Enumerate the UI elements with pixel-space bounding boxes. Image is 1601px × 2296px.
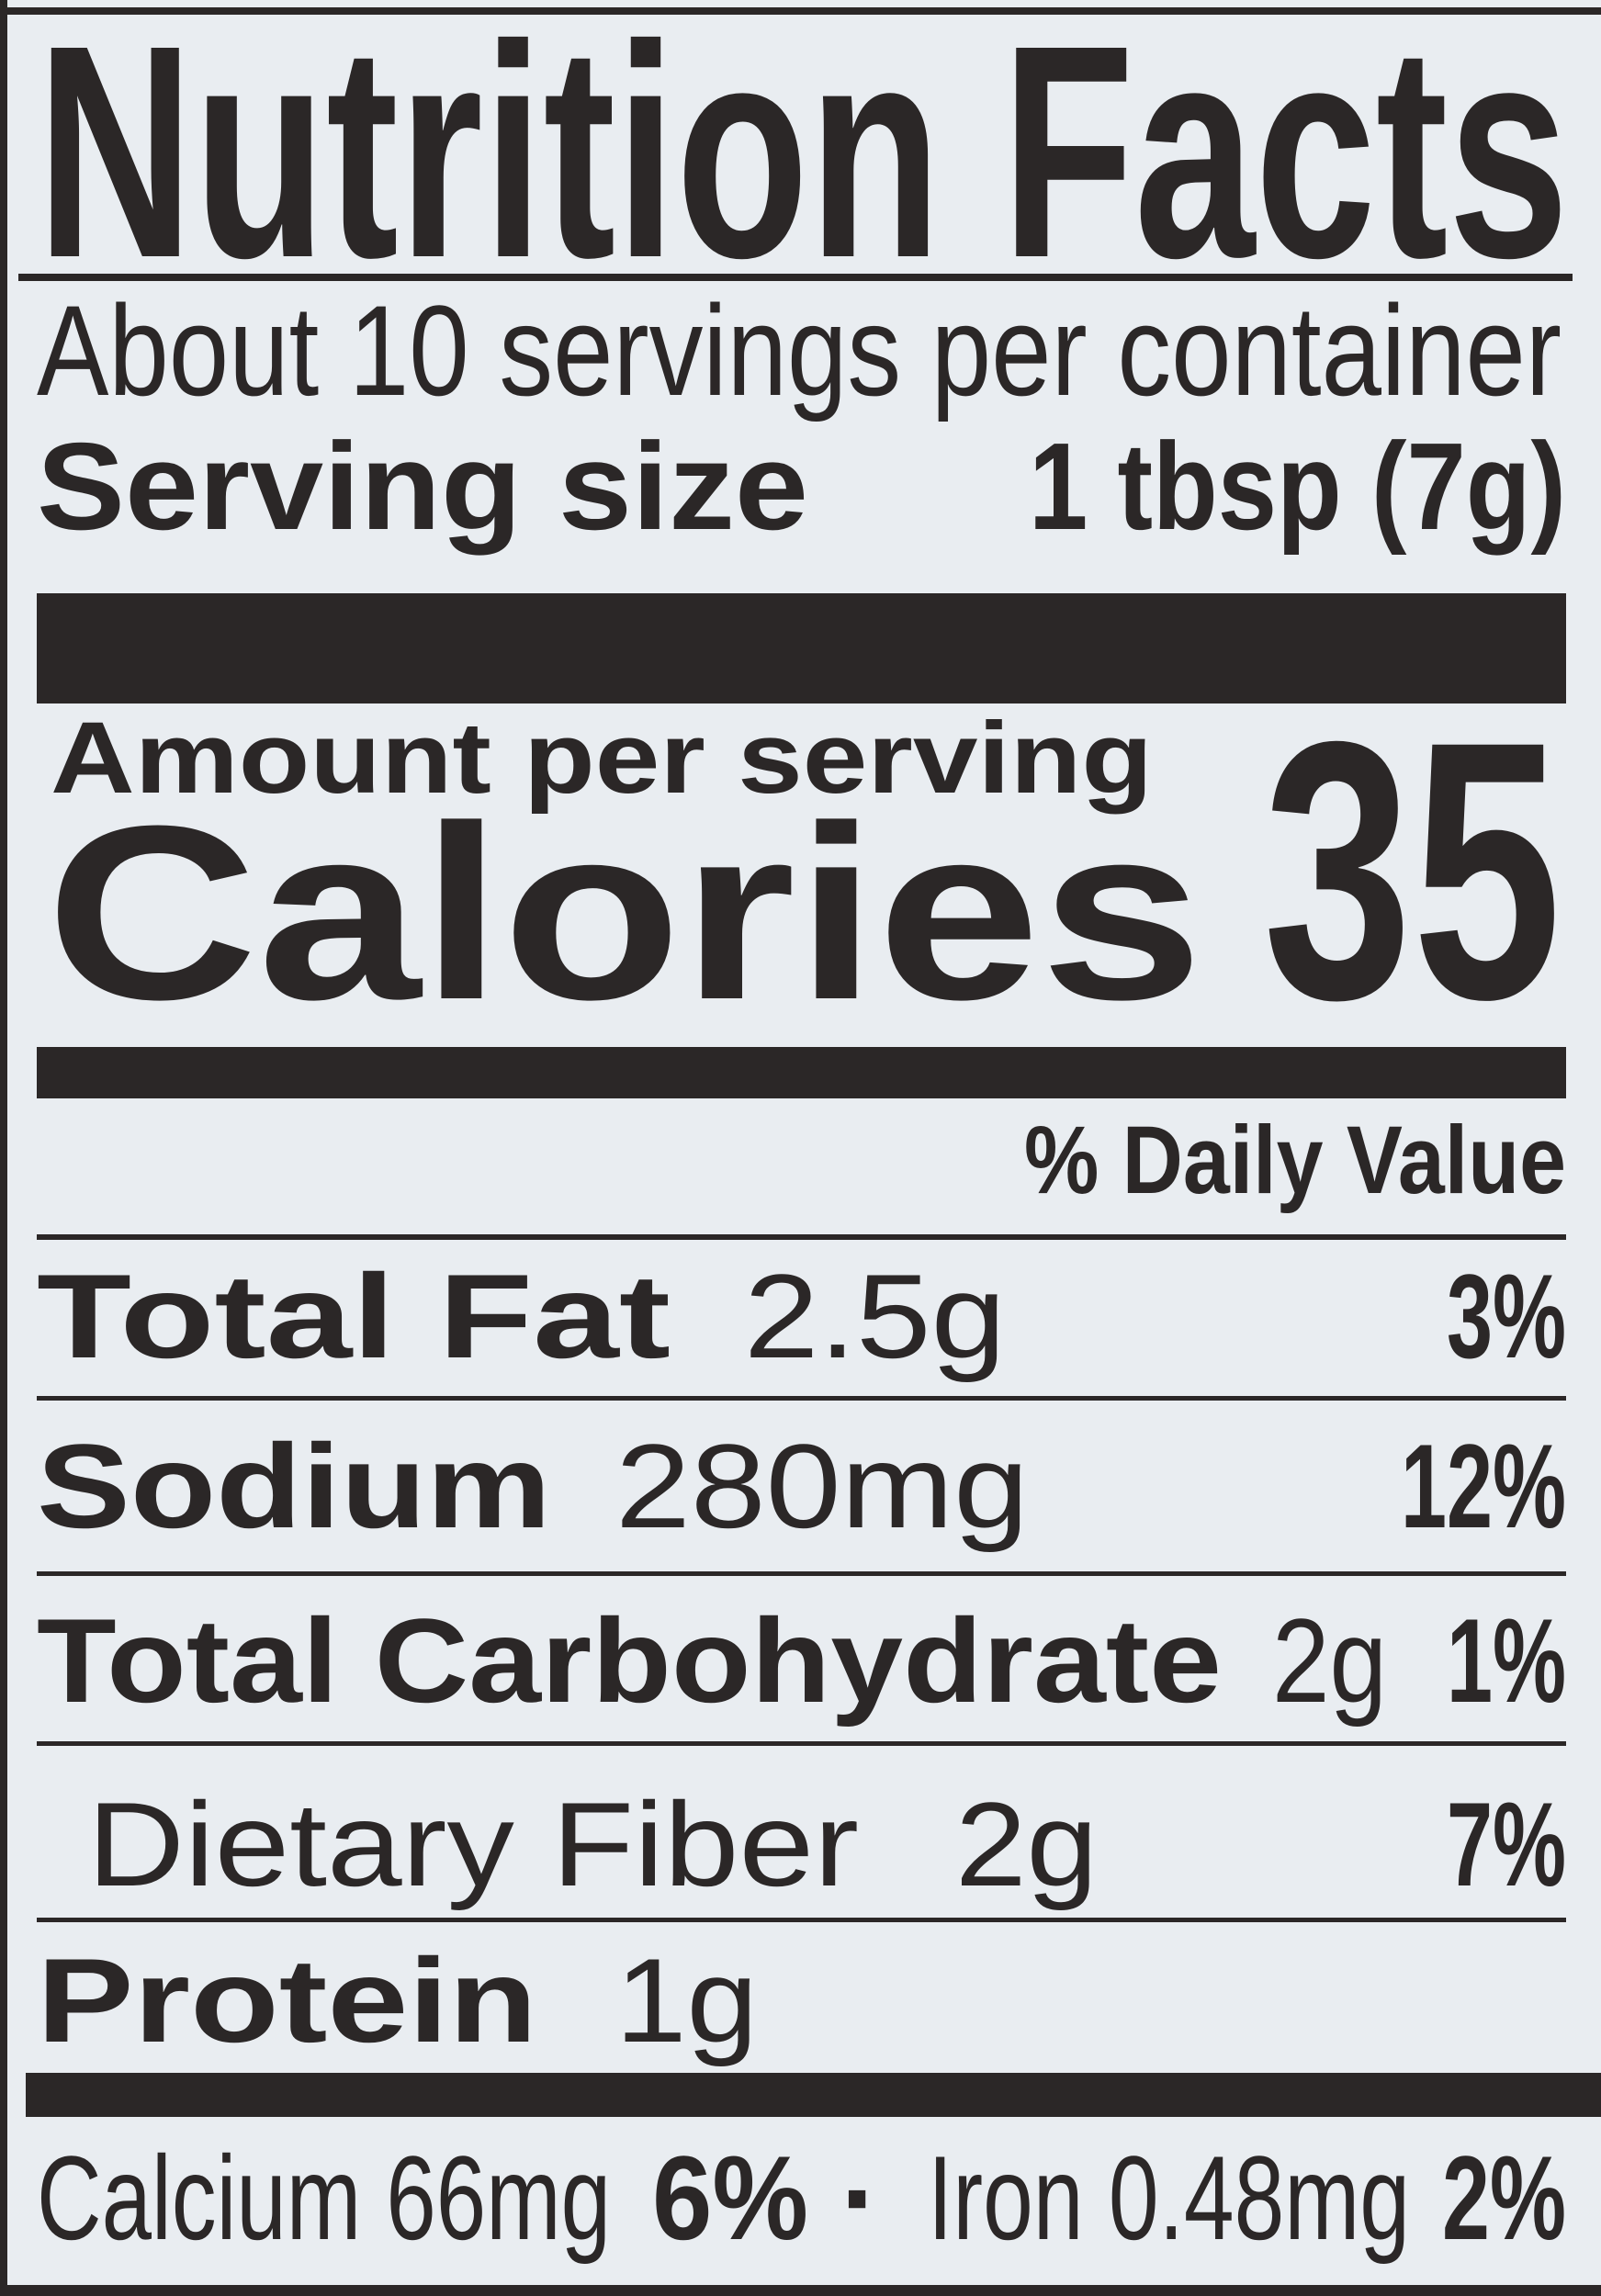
nutrient-dv: 1% xyxy=(1447,1593,1566,1728)
nutrient-name: Sodium xyxy=(37,1419,551,1553)
serving-size-value: 1 tbsp (7g) xyxy=(1029,417,1566,556)
divider xyxy=(37,1396,1566,1401)
divider xyxy=(18,274,1573,281)
top-border xyxy=(0,7,1601,15)
iron-dv: 2% xyxy=(1442,2131,1566,2265)
bottom-border xyxy=(0,2285,1601,2296)
servings-per-container: About 10 servings per container xyxy=(37,278,1562,422)
iron-amount: Iron 0.48mg xyxy=(928,2131,1410,2265)
calcium-dv: 6% xyxy=(652,2131,808,2265)
divider xyxy=(37,1571,1566,1576)
medium-bar xyxy=(26,2073,1601,2117)
nutrient-dv: 12% xyxy=(1401,1419,1566,1553)
calcium-amount: Calcium 66mg xyxy=(37,2131,611,2265)
nutrient-name: Protein xyxy=(37,1933,537,2067)
left-border xyxy=(0,0,7,2296)
nutrient-amount: 280mg xyxy=(615,1419,1029,1553)
nutrient-dv: 3% xyxy=(1447,1249,1566,1383)
divider xyxy=(37,1918,1566,1922)
nutrient-name: Total Carbohydrate xyxy=(37,1593,1222,1728)
nutrient-amount: 2.5g xyxy=(744,1249,1006,1383)
nutrient-amount: 2g xyxy=(955,1777,1098,1911)
amount-per-serving: Amount per serving xyxy=(51,702,1153,815)
calories-value: 35 xyxy=(1263,665,1562,1075)
nutrient-amount: 2g xyxy=(1272,1593,1387,1728)
divider xyxy=(37,1741,1566,1746)
nutrient-name: Total Fat xyxy=(37,1249,671,1383)
nutrient-dv: 7% xyxy=(1447,1777,1566,1911)
nutrient-name: Dietary Fiber xyxy=(87,1777,860,1911)
serving-size-label: Serving size xyxy=(37,417,808,556)
medium-bar xyxy=(37,1047,1566,1098)
thick-bar xyxy=(37,593,1566,703)
divider xyxy=(37,1234,1566,1240)
calories-label: Calories xyxy=(46,775,1203,1052)
nutrient-amount: 1g xyxy=(615,1933,758,2067)
separator-dot: · xyxy=(840,2131,881,2265)
daily-value-header: % Daily Value xyxy=(1024,1107,1566,1214)
title: Nutrition Facts xyxy=(37,0,1569,321)
